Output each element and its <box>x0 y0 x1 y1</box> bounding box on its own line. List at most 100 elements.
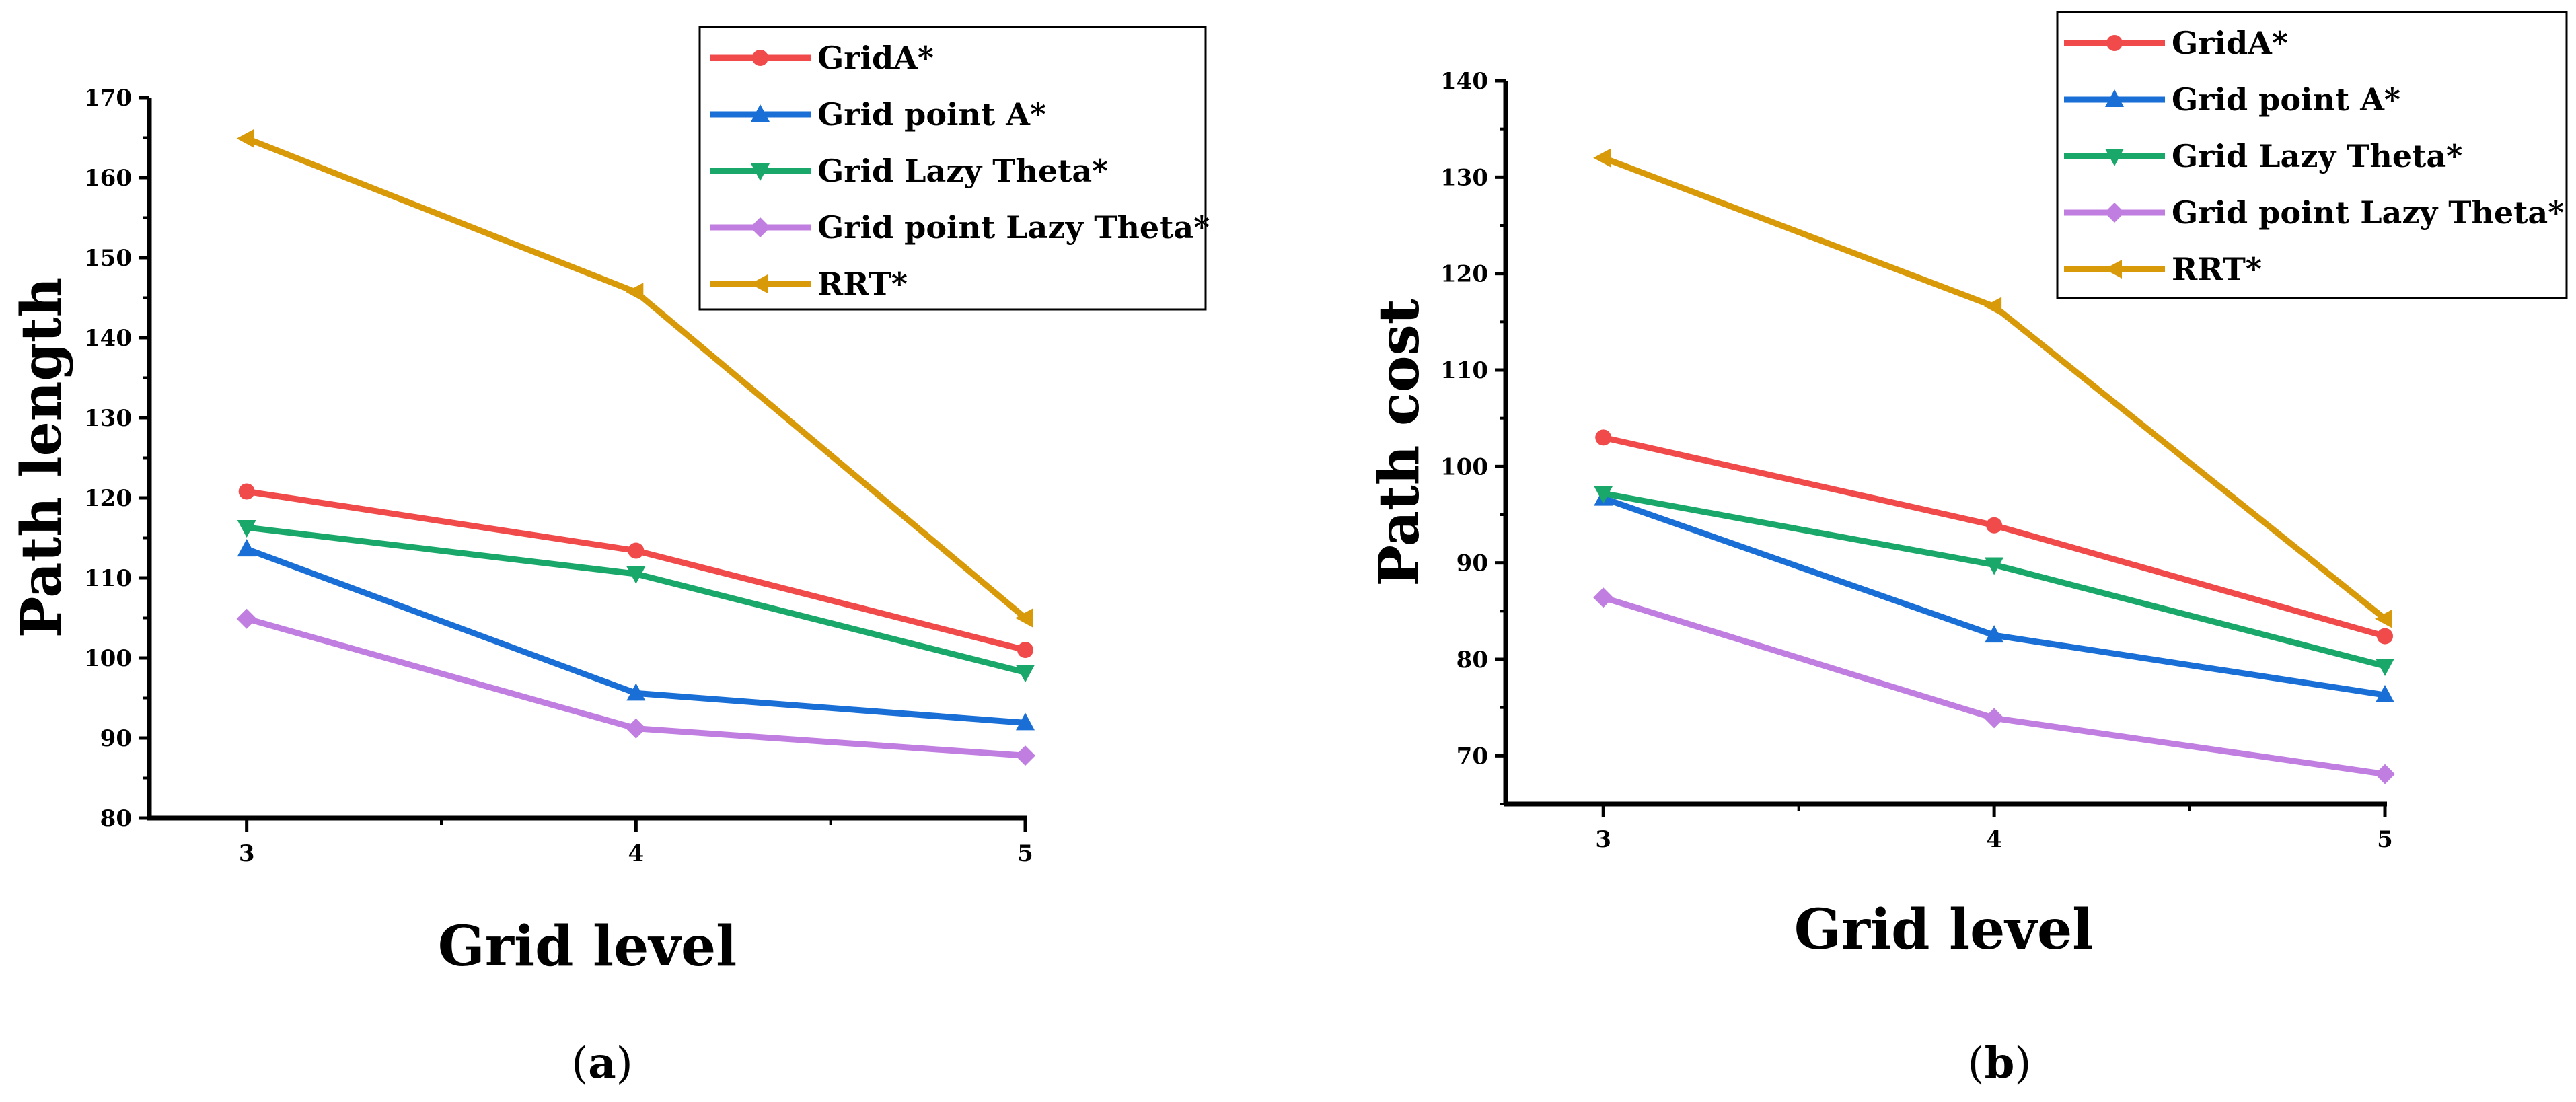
legend-swatch-marker <box>750 274 768 293</box>
series-grid-point-a-star <box>237 539 1035 731</box>
y-tick-label: 100 <box>1440 453 1488 480</box>
series-grid-point-lazy-theta-star <box>1593 587 2395 784</box>
legend-swatch-marker <box>750 217 770 237</box>
y-tick-label: 120 <box>84 485 132 512</box>
data-point <box>237 539 256 557</box>
y-tick-label: 110 <box>84 565 132 592</box>
data-point <box>1017 642 1033 659</box>
data-point <box>1984 297 2002 316</box>
series-grid-lazy-theta-star <box>237 520 1035 683</box>
legend-item-grid-point-a-star: Grid point A* <box>710 96 1046 133</box>
legend-swatch-marker <box>751 104 770 122</box>
y-axis-title: Path length <box>9 277 74 638</box>
data-point <box>236 608 257 629</box>
data-point <box>2376 685 2394 703</box>
panel-label-close: ) <box>2014 1039 2031 1089</box>
y-tick-label: 90 <box>100 725 132 752</box>
data-point <box>237 520 256 538</box>
data-point <box>626 683 646 701</box>
legend-swatch-marker <box>2104 203 2125 223</box>
legend-label: Grid point A* <box>2172 81 2400 118</box>
legend-swatch-marker <box>752 50 768 66</box>
series-grid-lazy-theta-star <box>1594 486 2394 677</box>
data-point <box>1016 712 1035 731</box>
x-tick-label: 4 <box>628 840 644 867</box>
panel-label: (b) <box>1968 1038 2032 1089</box>
data-point <box>236 128 254 148</box>
panel-label-open: ( <box>571 1039 588 1089</box>
legend-item-grid-lazy-theta-star: Grid Lazy Theta* <box>710 153 1108 189</box>
y-tick-label: 150 <box>84 245 132 272</box>
data-point <box>1595 429 1612 446</box>
data-point <box>1593 587 1614 608</box>
panel-label-letter: a <box>588 1038 616 1089</box>
panel-label-letter: b <box>1985 1038 2015 1089</box>
y-tick-label: 120 <box>1440 261 1488 288</box>
data-point <box>2377 628 2393 645</box>
legend-swatch-marker <box>2105 149 2124 166</box>
y-tick-label: 140 <box>1440 68 1488 95</box>
legend-swatch-marker <box>2105 89 2124 107</box>
legend-swatch-marker <box>2104 260 2122 279</box>
legend-item-grida-star: GridA* <box>2064 25 2288 61</box>
x-tick-label: 3 <box>239 840 255 867</box>
x-tick-label: 4 <box>1986 826 2002 853</box>
data-point <box>1016 665 1035 683</box>
legend-label: Grid point A* <box>817 96 1046 133</box>
data-point <box>1594 486 1613 504</box>
legend-label: Grid point Lazy Theta* <box>817 209 1210 246</box>
y-axis-title: Path cost <box>1367 299 1432 586</box>
data-point <box>238 483 255 500</box>
legend-label: GridA* <box>817 40 934 76</box>
legend-label: Grid Lazy Theta* <box>817 153 1108 189</box>
legend: GridA* Grid point A* Grid Lazy Theta* Grid … <box>2056 11 2568 299</box>
legend-item-grid-point-lazy-theta-star: Grid point Lazy Theta* <box>710 209 1210 246</box>
legend-label: Grid Lazy Theta* <box>2172 138 2462 174</box>
y-tick-label: 110 <box>1440 357 1488 384</box>
data-point <box>626 718 647 739</box>
data-point <box>1593 148 1611 168</box>
y-tick-label: 130 <box>84 405 132 432</box>
y-tick-label: 140 <box>84 325 132 352</box>
y-tick-label: 70 <box>1457 743 1488 770</box>
legend-item-grid-point-lazy-theta-star: Grid point Lazy Theta* <box>2064 194 2564 231</box>
chart-a: 80 90 100 110 120 130 140 150 160 170 3 4 5 Grid leve… <box>9 26 1210 1089</box>
series-grid-point-lazy-theta-star <box>236 608 1035 766</box>
y-tick-label: 80 <box>1457 647 1488 673</box>
legend-label: GridA* <box>2172 25 2288 61</box>
legend-item-rrt-star: RRT* <box>2064 251 2262 287</box>
series-grida-star <box>238 483 1033 659</box>
data-point <box>626 283 644 302</box>
panel-label: (a) <box>571 1038 632 1089</box>
x-tick-label: 3 <box>1595 826 1611 853</box>
legend: GridA* Grid point A* Grid Lazy Theta* Grid … <box>698 26 1210 311</box>
y-tick-label: 90 <box>1457 550 1488 577</box>
x-tick-label: 5 <box>1017 840 1033 867</box>
y-tick-label: 100 <box>84 645 132 672</box>
data-point <box>1984 708 2005 729</box>
y-tick-label: 130 <box>1440 164 1488 191</box>
data-point <box>1015 745 1035 766</box>
panel-label-close: ) <box>616 1039 633 1089</box>
legend-label: RRT* <box>817 266 908 302</box>
legend-item-grid-lazy-theta-star: Grid Lazy Theta* <box>2064 138 2462 174</box>
data-point <box>2375 609 2392 628</box>
legend-item-rrt-star: RRT* <box>710 266 908 302</box>
y-tick-label: 160 <box>84 165 132 192</box>
panel-label-open: ( <box>1968 1039 1985 1089</box>
legend-label: Grid point Lazy Theta* <box>2172 194 2564 231</box>
legend-label: RRT* <box>2172 251 2262 287</box>
series-rrt-star <box>1593 148 2392 628</box>
x-axis-title: Grid level <box>1794 897 2094 962</box>
data-point <box>2375 764 2395 784</box>
y-tick-label: 80 <box>100 805 132 832</box>
data-point <box>1985 557 2004 575</box>
data-point <box>1986 517 2003 534</box>
legend-swatch-marker <box>751 163 770 181</box>
series-line <box>1602 594 2386 778</box>
data-point <box>628 542 645 559</box>
data-point <box>1985 625 2004 643</box>
x-tick-label: 5 <box>2377 826 2393 853</box>
data-point <box>2376 659 2394 677</box>
